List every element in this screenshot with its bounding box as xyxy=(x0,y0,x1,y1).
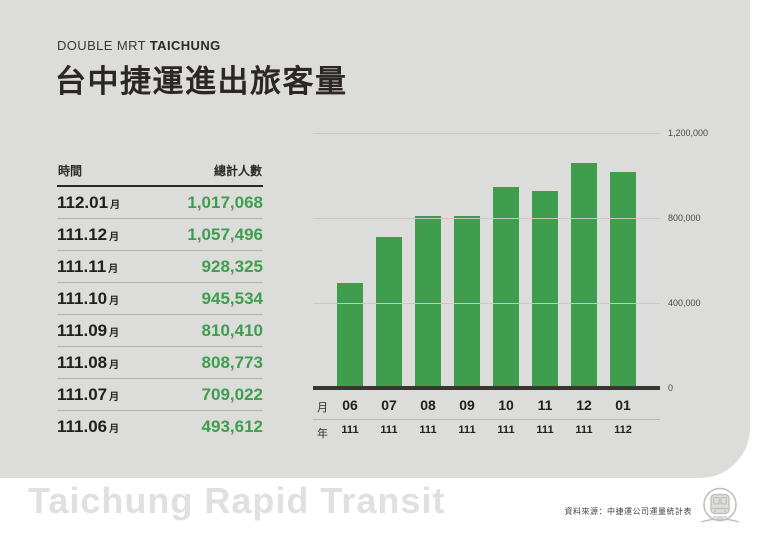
year-tick-label: 111 xyxy=(458,424,476,436)
table-row: 111.08 月 808,773 xyxy=(57,347,263,379)
month-suffix-label: 月 xyxy=(109,327,120,339)
y-tick-label: 1,200,000 xyxy=(668,128,709,138)
ridership-table: 時間 總計人數 112.01 月 1,017,068 111.12 月 1,057,496… xyxy=(57,162,263,442)
table-value: 808,773 xyxy=(201,352,263,372)
y-tick-label: 800,000 xyxy=(668,213,701,223)
bar-series xyxy=(313,133,660,388)
bar xyxy=(610,172,636,388)
table-row: 111.10 月 945,534 xyxy=(57,283,263,315)
year-tick-label: 111 xyxy=(497,424,515,436)
data-source-note: 資料來源：中捷運公司運量統計表 xyxy=(564,507,692,516)
table-value: 1,017,068 xyxy=(187,192,263,212)
table-period: 111.11 月 xyxy=(57,256,119,276)
month-tick-label: 08 xyxy=(420,397,436,413)
month-tick-label: 12 xyxy=(576,397,592,413)
bar-chart-plot xyxy=(313,133,660,390)
month-axis-label: 月 xyxy=(317,402,328,414)
month-tick-label: 01 xyxy=(615,397,631,413)
table-value: 493,612 xyxy=(201,416,263,436)
gridline xyxy=(313,218,660,219)
bar xyxy=(571,163,597,388)
month-tick-label: 09 xyxy=(459,397,475,413)
mrt-train-tunnel-logo-icon xyxy=(700,487,740,523)
year-axis-label: 年 xyxy=(317,428,328,440)
month-tick-label: 07 xyxy=(381,397,397,413)
watermark-text: Taichung Rapid Transit xyxy=(28,480,446,521)
year-axis-row: 年 111 111 111 111 111 111 111 112 xyxy=(313,424,660,440)
month-suffix-label: 月 xyxy=(109,231,120,243)
y-tick-label: 0 xyxy=(668,383,674,393)
axis-separator-line xyxy=(313,419,660,420)
table-row: 111.07 月 709,022 xyxy=(57,379,263,411)
table-row: 112.01 月 1,017,068 xyxy=(57,187,263,219)
col-header-time: 時間 xyxy=(58,164,83,178)
table-value: 928,325 xyxy=(201,256,263,276)
year-tick-label: 112 xyxy=(614,424,632,436)
month-suffix-label: 月 xyxy=(110,199,121,211)
kicker-bold: TAICHUNG xyxy=(149,38,221,53)
kicker: DOUBLE MRT TAICHUNG xyxy=(57,38,221,53)
col-header-total: 總計人數 xyxy=(213,164,262,178)
table-value: 810,410 xyxy=(201,320,263,340)
month-tick-label: 10 xyxy=(498,397,514,413)
table-period: 111.12 月 xyxy=(57,224,120,244)
bar xyxy=(532,191,558,388)
table-period: 111.06 月 xyxy=(57,416,120,436)
table-period: 111.07 月 xyxy=(57,384,120,404)
bar xyxy=(454,216,480,388)
table-row: 111.11 月 928,325 xyxy=(57,251,263,283)
year-tick-label: 111 xyxy=(536,424,554,436)
bar xyxy=(337,283,363,388)
x-axis-baseline xyxy=(313,386,660,390)
table-row: 111.12 月 1,057,496 xyxy=(57,219,263,251)
bar xyxy=(376,237,402,388)
month-suffix-label: 月 xyxy=(109,359,120,371)
month-suffix-label: 月 xyxy=(109,295,120,307)
year-axis-values: 111 111 111 111 111 111 111 112 xyxy=(313,424,660,436)
table-period: 111.09 月 xyxy=(57,320,120,340)
table-header: 時間 總計人數 xyxy=(57,162,263,187)
gridline xyxy=(313,133,660,134)
month-suffix-label: 月 xyxy=(109,423,120,435)
month-suffix-label: 月 xyxy=(109,391,120,403)
y-axis-ticks: 1,200,000 800,000 400,000 0 xyxy=(668,128,738,393)
table-period: 112.01 月 xyxy=(57,192,121,212)
table-period: 111.08 月 xyxy=(57,352,120,372)
table-value: 1,057,496 xyxy=(187,224,263,244)
table-period: 111.10 月 xyxy=(57,288,120,308)
bar xyxy=(415,216,441,388)
table-body: 112.01 月 1,017,068 111.12 月 1,057,496 111.11 月 9… xyxy=(57,187,263,442)
month-axis-values: 06 07 08 09 10 11 12 01 xyxy=(313,397,660,413)
y-tick-label: 400,000 xyxy=(668,298,701,308)
table-row: 111.06 月 493,612 xyxy=(57,411,263,442)
month-suffix-label: 月 xyxy=(108,263,119,275)
table-value: 709,022 xyxy=(201,384,263,404)
year-tick-label: 111 xyxy=(341,424,359,436)
kicker-regular: DOUBLE MRT xyxy=(57,38,146,53)
year-tick-label: 111 xyxy=(419,424,437,436)
year-tick-label: 111 xyxy=(380,424,398,436)
gridline xyxy=(313,303,660,304)
month-tick-label: 06 xyxy=(342,397,358,413)
page-title: 台中捷運進出旅客量 xyxy=(55,64,348,99)
table-value: 945,534 xyxy=(201,288,263,308)
table-row: 111.09 月 810,410 xyxy=(57,315,263,347)
year-tick-label: 111 xyxy=(575,424,593,436)
bar xyxy=(493,187,519,388)
month-axis-row: 月 06 07 08 09 10 11 12 01 xyxy=(313,397,660,414)
month-tick-label: 11 xyxy=(537,397,553,413)
gray-panel: DOUBLE MRT TAICHUNG 台中捷運進出旅客量 時間 總計人數 11… xyxy=(0,0,750,478)
